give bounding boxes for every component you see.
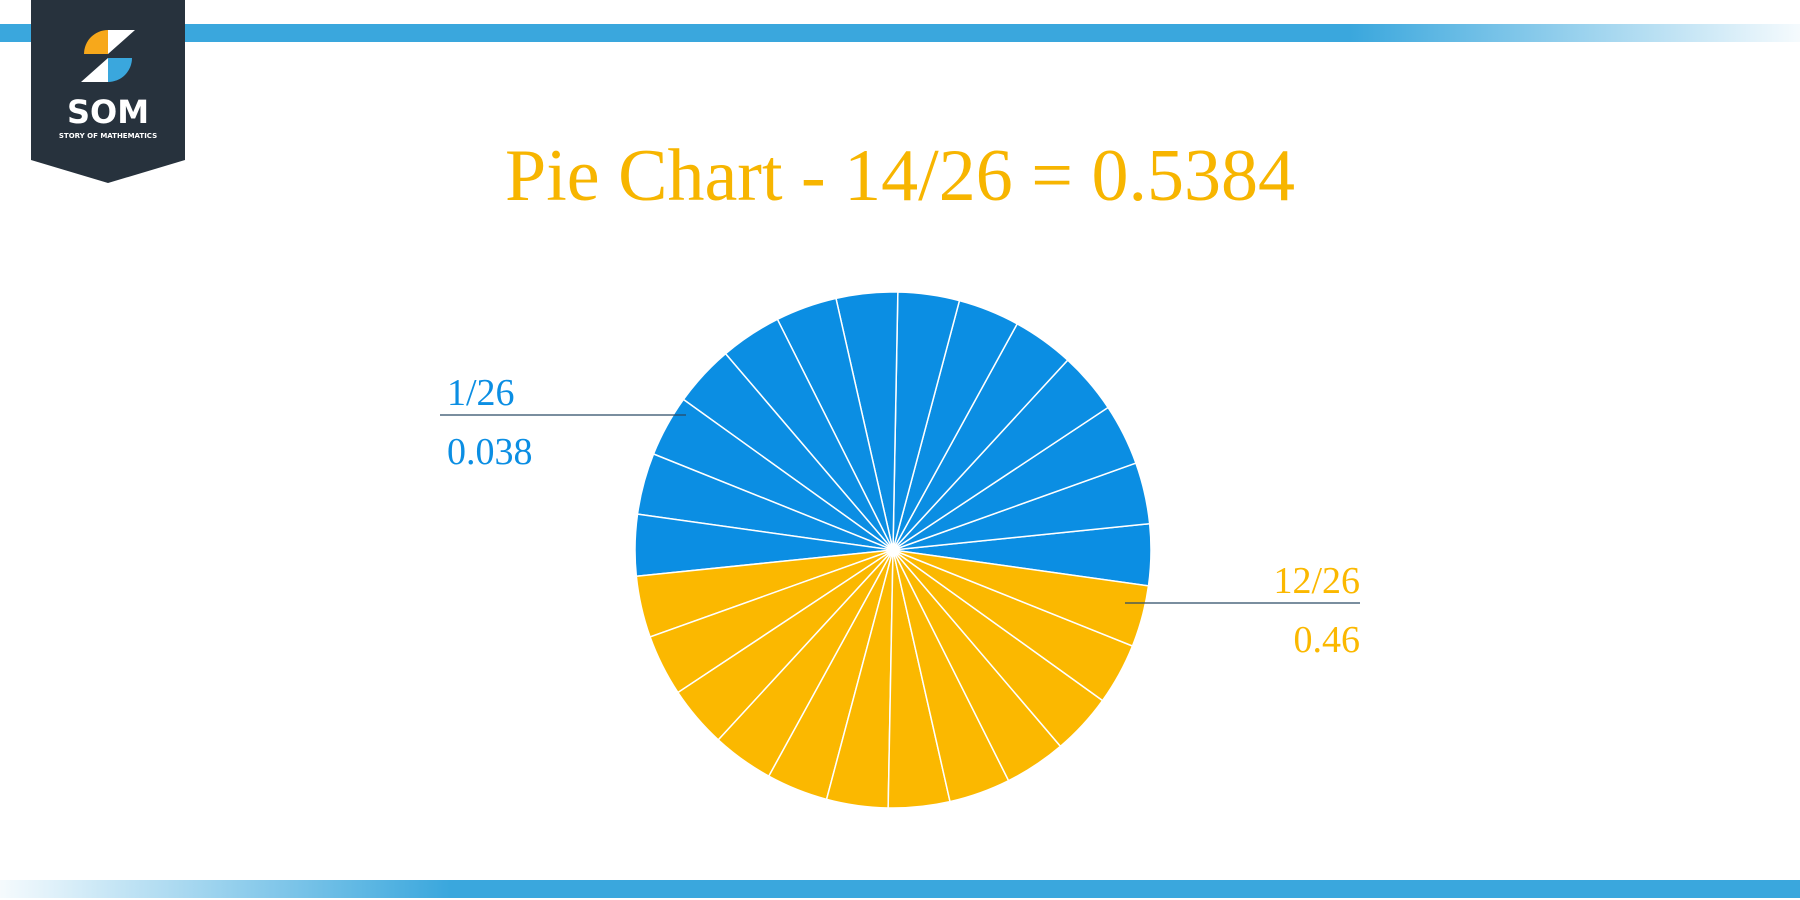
logo-shape	[81, 58, 108, 82]
annotation-decimal: 0.038	[447, 431, 533, 473]
pie	[634, 291, 1152, 809]
annotation-fraction: 1/26	[447, 372, 515, 414]
logo: SOM STORY OF MATHEMATICS	[31, 0, 185, 183]
logo-shape	[108, 30, 135, 54]
annotation-fraction: 12/26	[1273, 560, 1360, 602]
logo-shape	[84, 30, 108, 54]
logo-badge	[31, 0, 185, 183]
logo-title: SOM	[67, 93, 149, 131]
logo-shape	[108, 58, 132, 82]
annotation-decimal: 0.46	[1294, 619, 1361, 661]
bottom-stripe	[0, 880, 1800, 898]
chart-title: Pie Chart - 14/26 = 0.5384	[505, 135, 1295, 217]
annotations: 1/26 0.038 12/26 0.46	[440, 372, 1360, 661]
top-stripe	[0, 24, 1800, 42]
logo-subtitle: STORY OF MATHEMATICS	[59, 132, 157, 140]
pie-slice	[892, 549, 1150, 647]
